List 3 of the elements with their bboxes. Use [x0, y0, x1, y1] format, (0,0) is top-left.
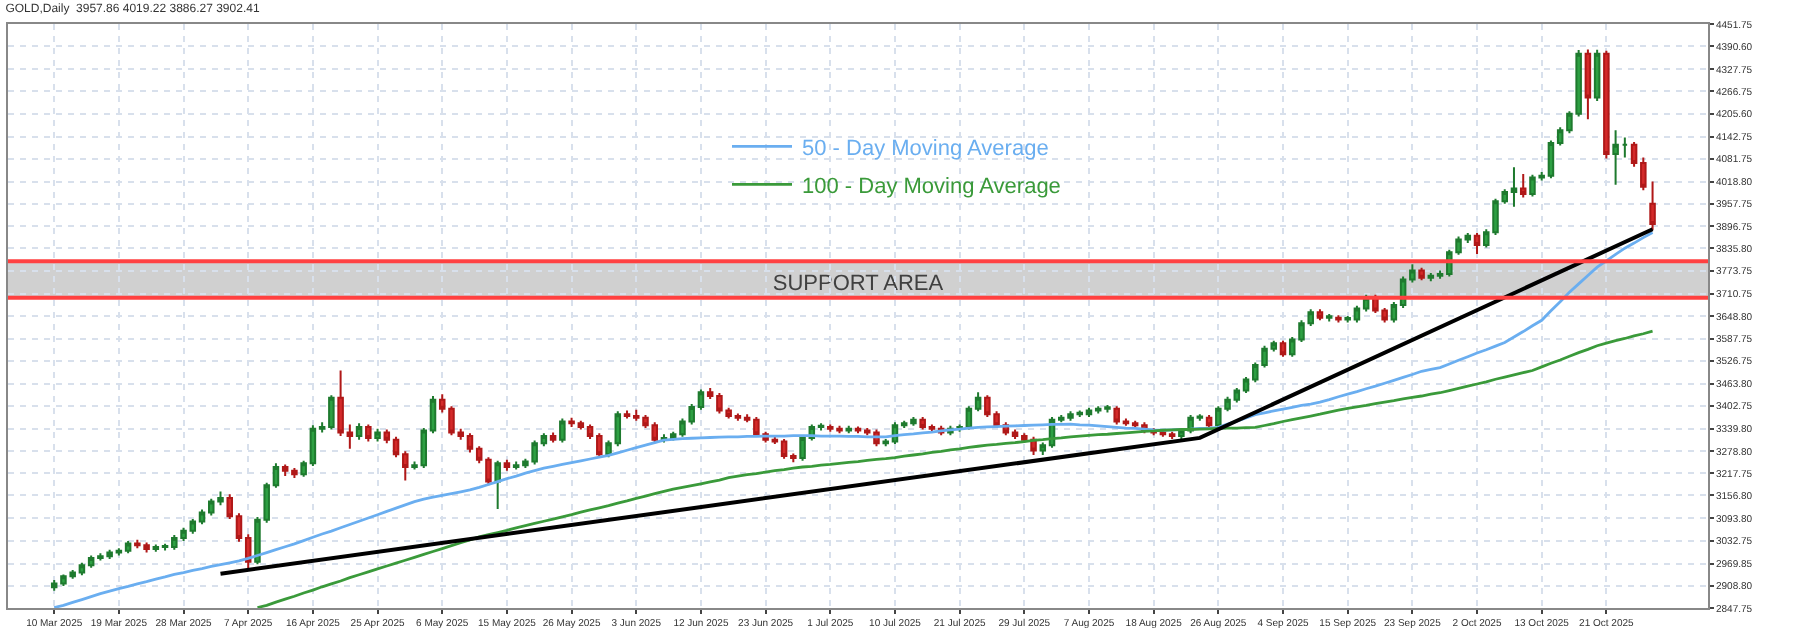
band-label: SUPPORT AREA — [772, 271, 945, 296]
legend-label: 50 - Day Moving Average — [802, 137, 1049, 162]
legend-label: 100 - Day Moving Average — [802, 175, 1061, 200]
